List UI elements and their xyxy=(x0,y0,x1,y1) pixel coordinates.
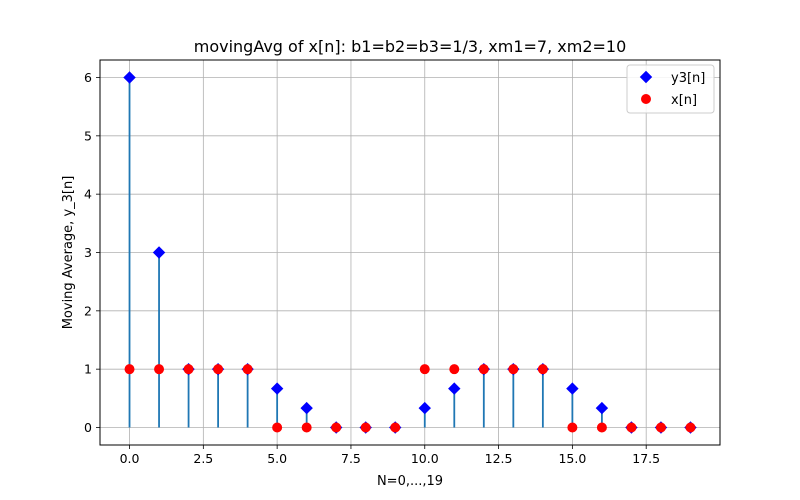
x-marker xyxy=(567,422,578,433)
y-tick-label: 4 xyxy=(84,187,92,202)
chart-title: movingAvg of x[n]: b1=b2=b3=1/3, xm1=7, … xyxy=(194,37,627,56)
x-tick-label: 10.0 xyxy=(411,451,439,466)
x-axis-title: N=0,...,19 xyxy=(377,474,443,489)
x-marker xyxy=(449,364,460,375)
x-tick-label: 12.5 xyxy=(485,451,513,466)
x-marker xyxy=(272,422,283,433)
x-marker xyxy=(685,422,696,433)
y-tick-label: 6 xyxy=(84,70,92,85)
legend-x-label: x[n] xyxy=(671,93,697,108)
y-tick-label: 2 xyxy=(84,303,92,318)
x-marker xyxy=(419,364,430,375)
ticks: 0.0 2.5 5.0 7.5 10.0 12.5 15.0 17.5 0 1 2 3 4 5 6 xyxy=(84,70,660,466)
x-tick-label: 17.5 xyxy=(632,451,660,466)
legend-x-marker xyxy=(641,94,651,104)
x-marker xyxy=(390,422,401,433)
x-marker xyxy=(154,364,165,375)
x-tick-label: 0.0 xyxy=(120,451,140,466)
y3-marker xyxy=(595,401,609,415)
x-marker xyxy=(301,422,312,433)
y3-marker xyxy=(300,401,313,415)
legend-y3-label: y3[n] xyxy=(671,71,705,86)
x-tick-label: 2.5 xyxy=(193,451,213,466)
x-tick-label: 5.0 xyxy=(267,451,287,466)
grid xyxy=(100,60,720,445)
x-tick-label: 7.5 xyxy=(341,451,361,466)
x-marker xyxy=(537,364,548,375)
y3-marker xyxy=(418,401,431,415)
x-tick-label: 15.0 xyxy=(558,451,586,466)
x-marker xyxy=(124,364,135,375)
y3-marker xyxy=(123,71,136,84)
y-tick-label: 3 xyxy=(84,245,92,260)
markers xyxy=(123,71,697,434)
y3-marker xyxy=(566,382,579,395)
x-marker xyxy=(213,364,224,375)
x-marker xyxy=(360,422,371,433)
x-marker xyxy=(655,422,666,433)
y3-marker xyxy=(270,382,284,395)
y3-marker xyxy=(152,246,166,259)
x-marker xyxy=(508,364,519,375)
y-tick-label: 0 xyxy=(84,420,92,435)
y3-marker xyxy=(448,382,461,395)
legend-y3-marker xyxy=(639,70,653,84)
x-marker xyxy=(626,422,637,433)
x-marker xyxy=(596,422,607,433)
y-tick-label: 5 xyxy=(84,128,92,143)
x-marker xyxy=(478,364,489,375)
x-marker xyxy=(242,364,253,375)
y-tick-label: 1 xyxy=(84,362,92,377)
x-marker xyxy=(331,422,342,433)
x-marker xyxy=(183,364,194,375)
y-axis-title: Moving Average, y_3[n] xyxy=(61,176,76,330)
legend: y3[n] x[n] xyxy=(626,64,715,114)
